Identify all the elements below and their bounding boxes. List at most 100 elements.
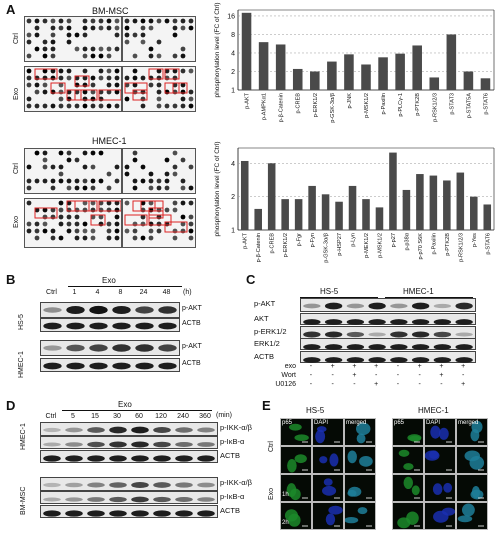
- micrograph-p65: 2h: [280, 502, 312, 530]
- micrograph-merged: [344, 446, 376, 474]
- array-spot: [50, 25, 56, 31]
- array-spot: [156, 18, 162, 24]
- row-label-exo: Exo: [13, 87, 20, 100]
- array-spot: [164, 207, 170, 213]
- array-spot: [66, 25, 72, 31]
- cell-blob: [438, 427, 449, 440]
- array-spot: [34, 18, 40, 24]
- array-spot: [50, 53, 56, 59]
- band: [303, 357, 321, 363]
- band: [368, 357, 386, 363]
- x-tick-label: p-AKT: [243, 232, 249, 248]
- bar: [292, 68, 303, 90]
- array-spot: [132, 185, 138, 191]
- array-spot: [132, 221, 138, 227]
- cell-blob: [469, 456, 485, 470]
- highlight-box: [66, 89, 82, 101]
- highlight-box: [164, 221, 188, 233]
- array-spot: [26, 32, 32, 38]
- array-spot: [114, 103, 120, 109]
- panel-c-row-label: AKT: [254, 314, 269, 323]
- array-spot: [58, 235, 64, 241]
- array-spot: [180, 178, 186, 184]
- array-spot: [58, 103, 64, 109]
- blot-d-row: [40, 450, 218, 463]
- array-spot: [132, 157, 138, 163]
- lane-label: 360: [199, 413, 211, 420]
- band: [368, 332, 386, 337]
- array-spot: [42, 157, 48, 163]
- band: [109, 482, 127, 488]
- micrograph-DAPI: [424, 474, 456, 502]
- array-spot: [42, 150, 48, 156]
- cell-blob: [328, 505, 343, 515]
- array-spot: [106, 228, 112, 234]
- x-tick-label: p-AKT: [245, 92, 251, 108]
- band: [87, 497, 105, 502]
- array-spot: [82, 185, 88, 191]
- bar: [483, 204, 492, 230]
- array-spot: [114, 89, 120, 95]
- array-spot: [34, 150, 40, 156]
- band: [109, 455, 127, 462]
- array-spot: [114, 82, 120, 88]
- array-spot: [156, 185, 162, 191]
- lane-label: 1: [72, 289, 77, 296]
- x-tick-label: p-AMPKα1: [262, 93, 268, 120]
- x-tick-label: p-GSK-3α/β: [330, 93, 336, 123]
- band: [175, 497, 193, 502]
- band: [390, 303, 408, 309]
- array-spot: [180, 214, 186, 220]
- array-spot: [114, 200, 120, 206]
- cell-blob: [461, 503, 475, 517]
- band: [43, 442, 61, 447]
- array-title-hmec-1: HMEC-1: [92, 136, 127, 146]
- y-tick-label: 16: [227, 13, 235, 20]
- array-spot: [98, 53, 104, 59]
- cell-blob: [443, 482, 453, 493]
- array-spot: [42, 68, 48, 74]
- array-spot: [132, 32, 138, 38]
- panel-d-row-label: p-IKK-α/β: [220, 478, 252, 487]
- array-spot: [132, 53, 138, 59]
- band: [303, 319, 321, 325]
- bar: [389, 152, 397, 230]
- array-spot: [114, 25, 120, 31]
- highlight-box: [50, 82, 66, 94]
- band: [87, 510, 105, 517]
- panel-c-treatment-value: -: [440, 381, 443, 388]
- array-spot: [188, 68, 194, 74]
- array-spot: [188, 103, 194, 109]
- bar: [412, 45, 422, 90]
- array-spot: [74, 157, 80, 163]
- bar: [294, 199, 303, 230]
- cell-blob: [403, 463, 414, 471]
- panel-b-exo-header: Exo: [102, 276, 116, 285]
- array-spot: [124, 18, 130, 24]
- cell-blob: [315, 429, 326, 444]
- bar: [416, 174, 424, 230]
- array-spot: [172, 171, 178, 177]
- cell-blob: [430, 425, 441, 439]
- band: [158, 344, 177, 352]
- array-spot: [58, 82, 64, 88]
- array-spot: [90, 46, 96, 52]
- highlight-box: [124, 82, 148, 94]
- array-spot: [66, 103, 72, 109]
- array-spot: [74, 228, 80, 234]
- array-spot: [58, 150, 64, 156]
- array-spot: [58, 25, 64, 31]
- bar: [470, 196, 478, 230]
- micrograph-merged: merged: [344, 418, 376, 446]
- y-tick-label: 2: [231, 69, 235, 76]
- array-spot: [66, 221, 72, 227]
- array-spot: [26, 178, 32, 184]
- array-spot: [66, 32, 72, 38]
- panel-c-treatment-value: -: [461, 372, 465, 379]
- bar: [275, 44, 286, 90]
- array-spot: [42, 207, 48, 213]
- highlight-box: [148, 207, 164, 219]
- panel-e-group-hmec: HMEC-1: [418, 406, 449, 415]
- array-spot: [188, 96, 194, 102]
- array-spot: [90, 185, 96, 191]
